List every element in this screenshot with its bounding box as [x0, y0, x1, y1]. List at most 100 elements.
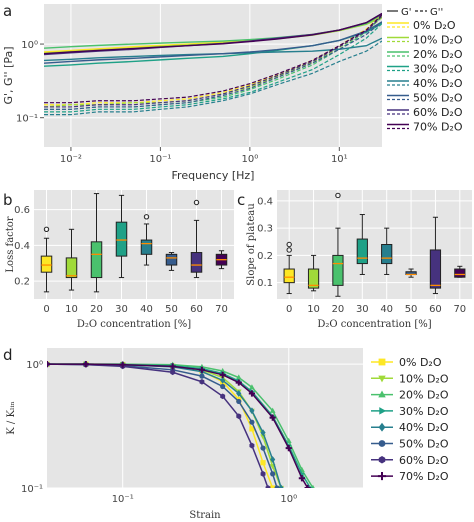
x-tick-label: 10	[65, 304, 78, 315]
legend-entry: 10% D₂O	[399, 372, 449, 385]
x-tick-label: 0	[43, 304, 49, 315]
data-point	[170, 369, 176, 376]
legend-entry: 20% D₂O	[399, 389, 449, 402]
data-point	[269, 414, 276, 421]
y-tick-label: 0.4	[14, 241, 30, 252]
x-tick-label: 30	[115, 304, 128, 315]
y-tick-label: 10⁻¹	[16, 114, 38, 125]
box	[90, 241, 103, 279]
data-point	[249, 407, 255, 415]
y-tick-label: 0.2	[257, 251, 273, 262]
data-point	[248, 390, 256, 397]
data-point	[47, 361, 51, 368]
data-point	[265, 485, 271, 488]
legend-key-marker	[378, 358, 386, 366]
legend-key-marker	[379, 407, 387, 415]
x-tick-label: 0	[286, 304, 292, 315]
data-point	[220, 376, 226, 384]
legend-entry: 60% D₂O	[399, 454, 449, 467]
x-tick-label: 50	[405, 304, 418, 315]
outlier-point	[143, 214, 150, 220]
x-tick-label: 10⁻¹	[149, 154, 171, 165]
data-point	[236, 398, 242, 405]
panel-d-strain-sweep: 10⁻¹ 10⁰ 10⁻¹ 10⁰ Strain K / Kₗᵢₙ 0% D₂O 10% D₂…	[6, 348, 449, 521]
x-tick-label: 10⁻²	[60, 154, 82, 165]
y-tick-label: 0.1	[257, 278, 273, 289]
x-tick-label: 10	[307, 304, 320, 315]
data-point	[249, 426, 255, 432]
x-tick-label: 70	[453, 304, 466, 315]
box	[429, 249, 442, 289]
data-point	[285, 444, 292, 452]
data-point	[249, 384, 255, 390]
x-tick-label: 70	[215, 304, 228, 315]
legend-key-marker	[378, 456, 386, 464]
series-line-g-prime	[44, 21, 382, 64]
data-point	[235, 374, 242, 380]
y-tick-label: 0.3	[257, 224, 273, 235]
box	[381, 244, 393, 265]
legend-entry: 0% D₂O	[413, 19, 456, 32]
legend-entry: 10% D₂O	[413, 34, 463, 47]
data-point	[169, 363, 176, 370]
data-point	[298, 475, 306, 482]
data-point	[235, 379, 242, 386]
series-line-g-double-prime	[44, 40, 382, 116]
data-point	[269, 407, 276, 413]
data-point	[249, 442, 255, 449]
box	[283, 268, 295, 284]
data-point	[119, 361, 126, 368]
x-tick-label: 60	[190, 304, 203, 315]
legend-entry: 70% D₂O	[399, 470, 449, 483]
panel-c-slope-boxplot: 0.1 0.2 0.3 0.4 0 10 20 30 40 50 60 70 D₂O concentra…	[246, 190, 472, 330]
data-point	[260, 429, 266, 436]
series-line	[47, 363, 309, 488]
x-tick-label: 60	[429, 304, 442, 315]
plot-background	[44, 4, 382, 147]
panel-a-frequency-sweep: 10⁻² 10⁻¹ 10⁰ 10¹ 10⁻¹ 10⁰ Frequency [Hz] G', G…	[2, 4, 463, 182]
panel-b-loss-factor-boxplot: 0.2 0.4 0.6 0 10 20 30 40 50 60 70 D₂O concentratio…	[5, 190, 234, 330]
box	[454, 268, 466, 278]
series-group	[47, 360, 315, 488]
box	[165, 253, 178, 266]
x-tick-label: 30	[356, 304, 369, 315]
box	[140, 239, 153, 255]
x-tick-label: 10⁻¹	[112, 494, 134, 505]
legend-key-marker	[378, 422, 386, 432]
box	[307, 268, 320, 289]
legend-key-marker	[378, 390, 386, 398]
y-tick-label: 10⁻¹	[21, 484, 43, 495]
y-axis-label: K / Kₗᵢₙ	[6, 401, 17, 434]
legend-entry: 30% D₂O	[413, 63, 463, 76]
x-tick-label: 40	[380, 304, 393, 315]
data-point	[274, 485, 280, 488]
legend-entry: 50% D₂O	[399, 438, 449, 451]
data-point	[82, 361, 89, 368]
data-point	[278, 484, 284, 488]
outlier-point	[286, 247, 292, 253]
outlier-point	[193, 199, 200, 206]
data-point	[270, 485, 276, 488]
box	[332, 254, 344, 286]
data-point	[304, 484, 311, 488]
y-tick-label: 0.4	[257, 196, 273, 207]
legend-entry: 40% D₂O	[413, 77, 463, 90]
y-axis-label: G', G'' [Pa]	[2, 46, 15, 104]
series-group	[44, 12, 382, 116]
x-tick-label: 10¹	[331, 154, 348, 165]
outlier-point	[43, 226, 50, 233]
x-tick-label: 10⁰	[280, 494, 297, 505]
data-point	[220, 393, 226, 400]
data-point	[270, 456, 276, 463]
x-tick-label: 50	[165, 304, 178, 315]
legend-entry: 40% D₂O	[399, 421, 449, 434]
panel-label-d: d	[3, 346, 13, 364]
legend-entry: 30% D₂O	[399, 405, 449, 418]
legend-header-g-prime: G'	[401, 7, 412, 18]
data-point	[199, 378, 205, 385]
x-tick-label: 40	[140, 304, 153, 315]
x-axis-label: D₂O concentration [%]	[317, 319, 431, 330]
panel-label-c: c	[237, 191, 245, 209]
box	[65, 257, 78, 279]
y-tick-label: 0.6	[14, 205, 30, 216]
